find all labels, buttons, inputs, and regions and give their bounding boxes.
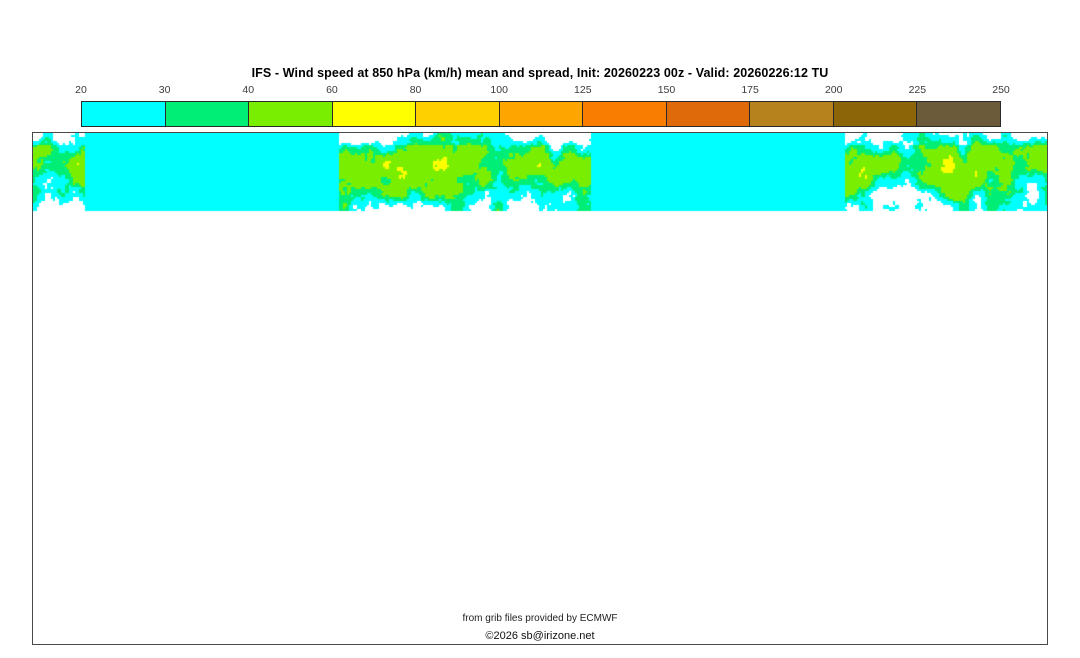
- colorbar-segment-20-30: [82, 102, 166, 126]
- colorbar-tick-150: 150: [657, 84, 676, 96]
- colorbar-segment-175-200: [750, 102, 834, 126]
- colorbar-tick-40: 40: [242, 84, 255, 96]
- colorbar-segment-80-100: [416, 102, 500, 126]
- colorbar-segment-60-80: [332, 102, 417, 126]
- colorbar-tick-80: 80: [409, 84, 422, 96]
- map-panel[interactable]: from grib files provided by ECMWF ©2026 …: [32, 132, 1048, 645]
- colorbar-swatches: [81, 101, 1001, 127]
- colorbar-tick-175: 175: [741, 84, 759, 96]
- colorbar-tick-225: 225: [908, 84, 927, 96]
- colorbar-tick-125: 125: [574, 84, 592, 96]
- colorbar: 20 30 40 60 80 100 125 150 175 200 225 250: [75, 84, 1010, 128]
- colorbar-segment-150-175: [666, 102, 751, 126]
- global-wind-speed-map[interactable]: [33, 133, 1047, 644]
- colorbar-tick-20: 20: [75, 84, 87, 96]
- colorbar-segment-100-125: [499, 102, 584, 126]
- colorbar-segment-200-225: [833, 102, 918, 126]
- colorbar-tick-30: 30: [158, 84, 171, 96]
- page-title: IFS - Wind speed at 850 hPa (km/h) mean …: [251, 66, 829, 80]
- colorbar-tick-250: 250: [992, 84, 1010, 96]
- colorbar-tick-labels: 20 30 40 60 80 100 125 150 175 200 225 250: [75, 84, 1010, 100]
- colorbar-tick-200: 200: [824, 84, 843, 96]
- colorbar-tick-100: 100: [490, 84, 508, 96]
- colorbar-segment-125-150: [583, 102, 667, 126]
- colorbar-segment-30-40: [165, 102, 250, 126]
- colorbar-segment-40-60: [249, 102, 333, 126]
- colorbar-segment-225-250: [917, 102, 1001, 126]
- colorbar-tick-60: 60: [326, 84, 338, 96]
